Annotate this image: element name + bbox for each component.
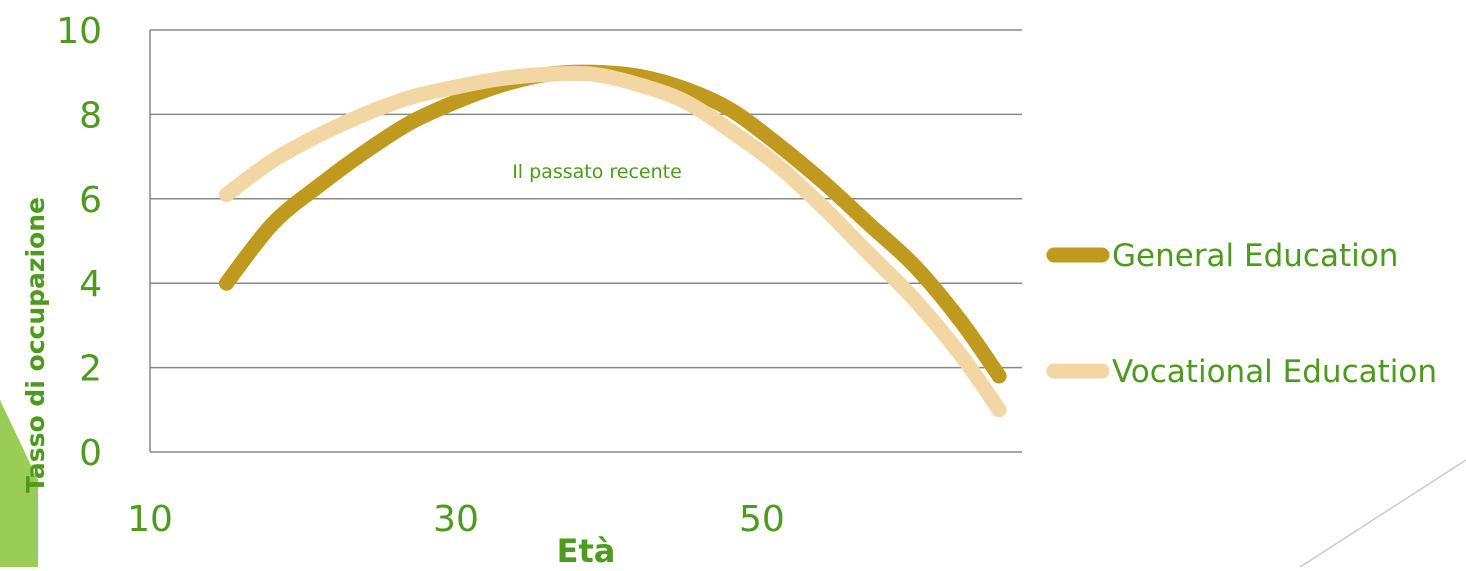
y-tick-label: 0 (79, 433, 102, 474)
y-tick-label: 2 (79, 349, 102, 390)
x-axis-label: Età (557, 532, 616, 567)
y-axis-label: Tasso di occupazione (21, 197, 50, 493)
x-tick-label: 50 (739, 499, 785, 540)
axes (149, 30, 1022, 453)
x-tick-label: 10 (127, 499, 173, 540)
tick-labels: 0 2 4 6 8 10 10 30 50 (56, 11, 785, 540)
slide-accent-left (0, 400, 38, 567)
series-line-vocational-education (219, 65, 1007, 418)
gridlines (150, 29, 1022, 369)
y-tick-label: 6 (79, 180, 102, 221)
y-tick-label: 4 (79, 264, 102, 305)
y-tick-label: 8 (79, 95, 102, 136)
legend-label: General Education (1112, 238, 1398, 274)
y-tick-label: 10 (56, 11, 102, 52)
annotation: Il passato recente (512, 161, 682, 183)
series-lines (219, 64, 1007, 418)
legend-label: Vocational Education (1112, 354, 1437, 390)
slide-accent-corner (1299, 459, 1466, 568)
legend: General Education Vocational Education (1046, 238, 1437, 390)
x-tick-label: 30 (433, 499, 479, 540)
